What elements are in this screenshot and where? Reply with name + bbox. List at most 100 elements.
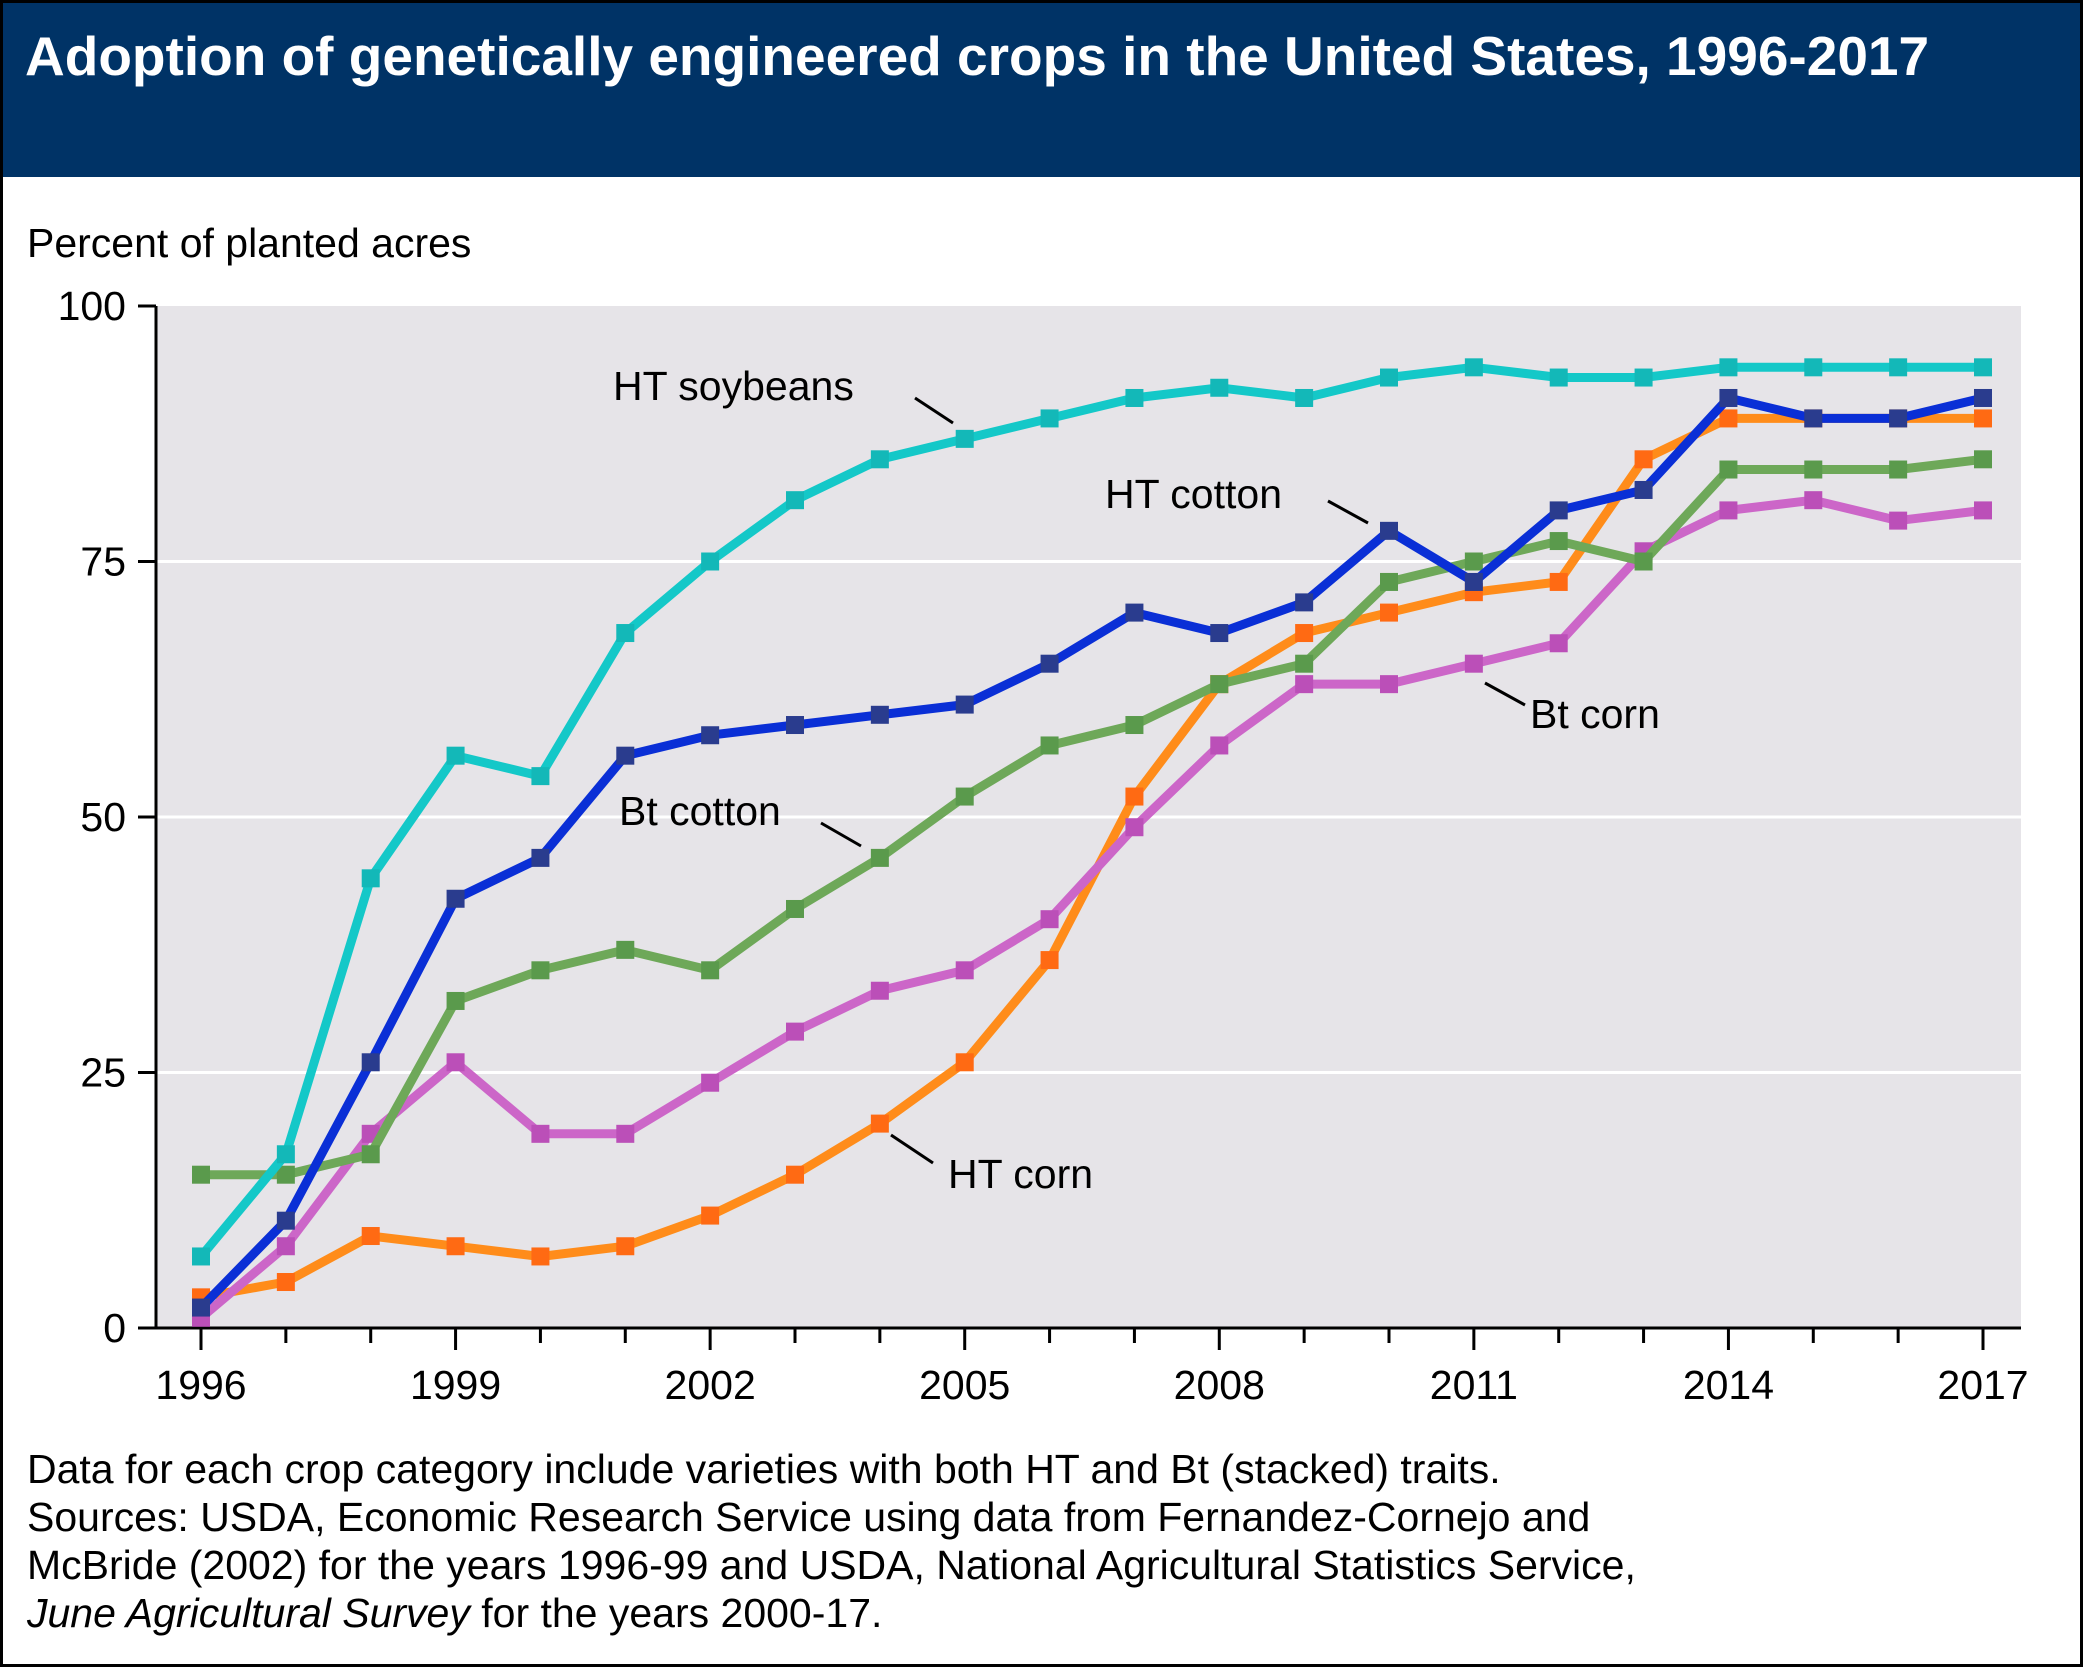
- y-tick-label-75: 75: [80, 539, 126, 585]
- point-ht-cotton-2006: [1040, 654, 1059, 673]
- series-line-ht-soybeans: [196, 362, 1988, 1261]
- point-ht-corn-2010: [1380, 603, 1398, 622]
- point-bt-cotton-2008: [1210, 675, 1229, 694]
- point-ht-cotton-1999: [446, 889, 465, 908]
- label-ht-soybeans: HT soybeans: [613, 363, 854, 409]
- note-line-3: McBride (2002) for the years 1996-99 and…: [27, 1542, 1636, 1588]
- point-ht-cotton-2013: [1634, 480, 1653, 499]
- x-tick-label-2014: 2014: [1683, 1362, 1774, 1408]
- point-ht-cotton-2000: [531, 848, 550, 867]
- point-ht-soybeans-2006: [1040, 409, 1059, 428]
- point-ht-cotton-2010: [1380, 521, 1398, 540]
- point-bt-cotton-1996: [192, 1165, 210, 1184]
- series-annotations: HT soybeans HT cotton Bt cotton Bt corn HT c…: [613, 363, 1660, 1197]
- point-bt-cotton-2010: [1380, 572, 1398, 591]
- title-banner: Adoption of genetically engineered crops…: [3, 3, 2080, 177]
- point-bt-cotton-2014: [1719, 460, 1738, 479]
- point-ht-cotton-2016: [1889, 409, 1908, 428]
- point-bt-cotton-2006: [1040, 736, 1059, 755]
- point-ht-soybeans-1996: [192, 1247, 210, 1266]
- leader-bt-corn: [1484, 681, 1526, 707]
- note-line-2: Sources: USDA, Economic Research Service…: [27, 1494, 1591, 1540]
- point-ht-corn-2007: [1125, 787, 1144, 806]
- point-ht-cotton-2009: [1295, 593, 1314, 612]
- point-bt-cotton-2007: [1125, 716, 1144, 735]
- point-ht-corn-2006: [1040, 951, 1059, 970]
- point-ht-soybeans-2003: [786, 491, 804, 510]
- point-bt-cotton-2001: [616, 940, 635, 959]
- series-line-ht-cotton: [196, 393, 1988, 1313]
- point-bt-cotton-2003: [786, 899, 804, 918]
- point-bt-corn-2003: [786, 1022, 804, 1041]
- point-ht-cotton-2014: [1719, 388, 1738, 407]
- point-bt-corn-2005: [955, 961, 974, 980]
- point-bt-corn-2007: [1125, 818, 1144, 837]
- y-tick-label-100: 100: [58, 283, 126, 329]
- point-ht-soybeans-2013: [1634, 368, 1653, 387]
- y-tick-label-50: 50: [80, 794, 126, 840]
- label-ht-cotton: HT cotton: [1105, 471, 1282, 517]
- x-tick-label-2002: 2002: [665, 1362, 756, 1408]
- point-bt-cotton-2009: [1295, 654, 1314, 673]
- point-ht-cotton-2004: [870, 705, 889, 724]
- chart-title: Adoption of genetically engineered crops…: [25, 25, 1930, 87]
- point-ht-corn-2000: [531, 1247, 550, 1266]
- point-bt-corn-1999: [446, 1053, 465, 1072]
- chart-notes: Data for each crop category include vari…: [27, 1445, 1636, 1637]
- point-ht-soybeans-2000: [531, 767, 550, 786]
- point-bt-corn-2008: [1210, 736, 1229, 755]
- series-bt-cotton: [192, 450, 1992, 1184]
- point-ht-soybeans-2008: [1210, 378, 1229, 397]
- point-bt-corn-2002: [701, 1073, 720, 1092]
- series-line-bt-corn: [196, 495, 1988, 1323]
- point-ht-cotton-2003: [786, 716, 804, 735]
- point-ht-corn-2013: [1634, 450, 1653, 469]
- point-bt-corn-2000: [531, 1124, 550, 1143]
- point-bt-corn-1997: [276, 1237, 295, 1256]
- point-ht-soybeans-2009: [1295, 388, 1314, 407]
- point-ht-soybeans-2011: [1464, 358, 1483, 377]
- point-bt-corn-2012: [1549, 634, 1568, 653]
- point-bt-corn-2014: [1719, 501, 1738, 520]
- tick-labels: 0 25 50 75 100 1996 1999 2002 2005 2008 2011 2014 20…: [58, 283, 2029, 1408]
- label-ht-corn: HT corn: [948, 1151, 1093, 1197]
- x-tick-label-1996: 1996: [155, 1362, 246, 1408]
- y-axis-label: Percent of planted acres: [27, 220, 471, 266]
- point-ht-soybeans-2007: [1125, 388, 1144, 407]
- point-ht-cotton-2007: [1125, 603, 1144, 622]
- point-bt-corn-2010: [1380, 675, 1398, 694]
- y-tick-label-25: 25: [80, 1050, 126, 1096]
- point-bt-cotton-2005: [955, 787, 974, 806]
- point-bt-corn-2016: [1889, 511, 1908, 530]
- point-bt-cotton-1997: [276, 1165, 295, 1184]
- point-bt-cotton-2011: [1464, 552, 1483, 571]
- series-ht-soybeans: [192, 358, 1992, 1266]
- point-bt-cotton-2012: [1549, 532, 1568, 551]
- y-tick-label-0: 0: [103, 1305, 126, 1351]
- point-ht-corn-2003: [786, 1165, 804, 1184]
- series-lines: [192, 358, 1992, 1327]
- note-line-4-rest: for the years 2000-17.: [469, 1590, 883, 1636]
- point-bt-corn-2011: [1464, 654, 1483, 673]
- axes: [138, 304, 2021, 1350]
- leader-ht-corn: [890, 1133, 934, 1165]
- note-line-1: Data for each crop category include vari…: [27, 1446, 1501, 1492]
- point-ht-corn-2014: [1719, 409, 1738, 428]
- survey-name: June Agricultural Survey: [27, 1590, 470, 1636]
- point-ht-soybeans-2016: [1889, 358, 1908, 377]
- point-ht-corn-2001: [616, 1237, 635, 1256]
- point-bt-corn-2009: [1295, 675, 1314, 694]
- point-ht-cotton-2017: [1974, 388, 1992, 407]
- point-bt-corn-2001: [616, 1124, 635, 1143]
- point-ht-soybeans-2002: [701, 552, 720, 571]
- point-ht-cotton-2015: [1804, 409, 1823, 428]
- point-ht-corn-1997: [276, 1273, 295, 1292]
- point-ht-cotton-2002: [701, 726, 720, 745]
- point-bt-cotton-2016: [1889, 460, 1908, 479]
- point-bt-cotton-2002: [701, 961, 720, 980]
- point-ht-corn-2002: [701, 1206, 720, 1225]
- label-bt-corn: Bt corn: [1530, 691, 1660, 737]
- point-ht-soybeans-2001: [616, 624, 635, 643]
- point-ht-cotton-2008: [1210, 624, 1229, 643]
- point-ht-corn-1999: [446, 1237, 465, 1256]
